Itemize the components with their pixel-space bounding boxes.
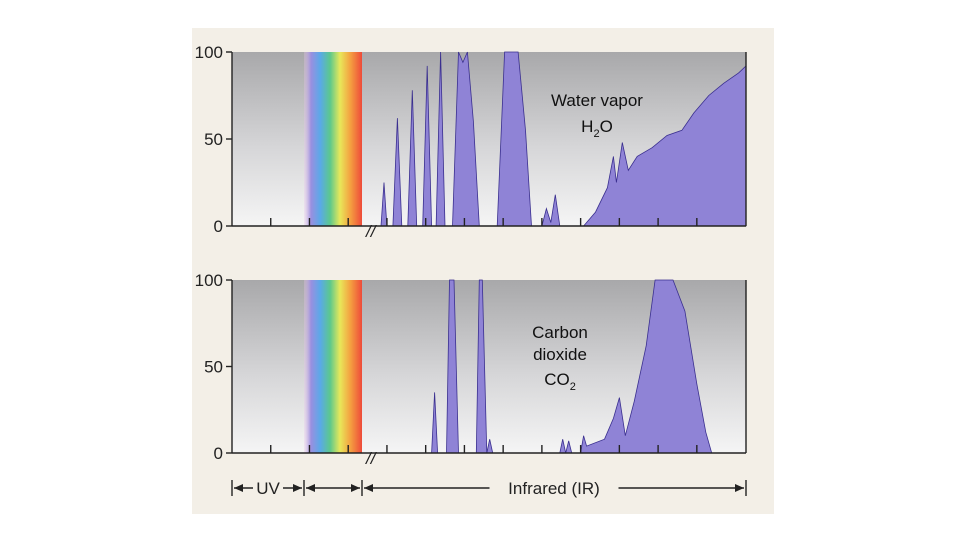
- arrow-head-right: [293, 484, 302, 492]
- y-tick-label: 0: [214, 444, 223, 463]
- visible-spectrum-band: [304, 52, 362, 226]
- y-tick-label: 0: [214, 217, 223, 236]
- annotation-formula: H2O: [581, 117, 613, 140]
- arrow-head-left: [364, 484, 373, 492]
- y-tick-label: 50: [204, 358, 223, 377]
- annotation-name: Carbon: [532, 323, 588, 342]
- annotation-name: dioxide: [533, 345, 587, 364]
- axis-break-mark: //: [365, 222, 378, 241]
- axis-break-mark: //: [365, 449, 378, 468]
- absorption-figure: 0 50 100//Water vapor H2O 0 50 100//Carbon dio…: [192, 28, 774, 514]
- spectral-region-scale: UV Infrared (IR): [231, 479, 747, 498]
- y-tick-label: 50: [204, 130, 223, 149]
- arrow-head-left: [306, 484, 315, 492]
- y-tick-label: 100: [195, 43, 223, 62]
- visible-spectrum-band: [304, 280, 362, 453]
- formula-part: O: [600, 117, 613, 136]
- region-label-uv: UV: [256, 479, 280, 498]
- formula-subscript: 2: [593, 128, 599, 140]
- formula-part: CO: [544, 370, 570, 389]
- region-label-infrared: Infrared (IR): [508, 479, 600, 498]
- annotation-name: Water vapor: [551, 91, 643, 110]
- formula-part: H: [581, 117, 593, 136]
- absorption-area: [232, 51, 747, 227]
- carbon-dioxide-panel: 0 50 100 // Carbon dioxide CO2: [195, 271, 747, 468]
- absorption-area: [232, 279, 746, 454]
- y-tick-label: 100: [195, 271, 223, 290]
- water-vapor-panel: 0 50 100 // Water vapor H2O: [195, 43, 747, 241]
- arrow-head-right: [735, 484, 744, 492]
- annotation-formula: CO2: [544, 370, 576, 393]
- arrow-head-right: [351, 484, 360, 492]
- formula-subscript: 2: [570, 381, 576, 393]
- arrow-head-left: [234, 484, 243, 492]
